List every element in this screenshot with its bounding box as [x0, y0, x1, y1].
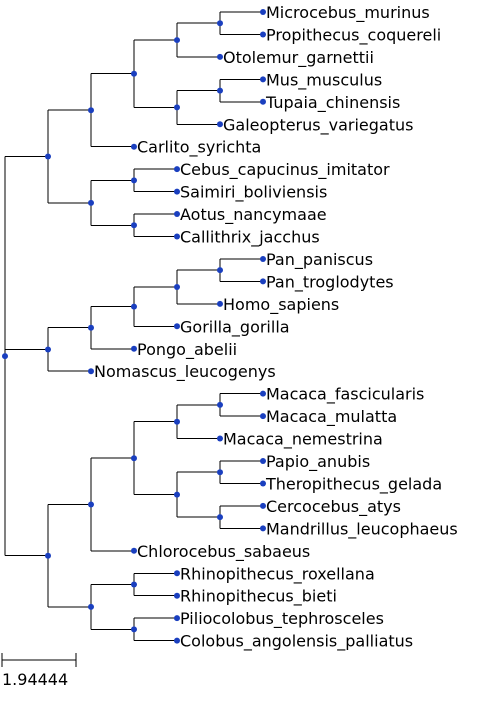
- leaf-node-marker: [174, 188, 180, 195]
- internal-node-marker: [88, 199, 94, 206]
- leaf-label: Gorilla_gorilla: [180, 317, 290, 337]
- leaf-label: Rhinopithecus_bieti: [180, 587, 337, 607]
- leaf-node-marker: [217, 121, 223, 128]
- leaf-node-marker: [260, 255, 266, 262]
- leaf-label: Microcebus_murinus: [266, 3, 430, 23]
- leaf-node-marker: [131, 143, 137, 150]
- leaf-label: Rhinopithecus_roxellana: [180, 564, 375, 584]
- leaf-label: Mus_musculus: [266, 70, 382, 90]
- internal-node-marker: [45, 153, 51, 160]
- leaf-label: Propithecus_coquereli: [266, 25, 441, 45]
- internal-node-marker: [217, 20, 223, 27]
- leaf-node-marker: [260, 31, 266, 38]
- leaf-node-marker: [174, 166, 180, 173]
- internal-node-marker: [88, 501, 94, 508]
- leaf-node-marker: [174, 323, 180, 330]
- leaf-node-marker: [260, 458, 266, 464]
- internal-node-marker: [131, 70, 137, 77]
- leaf-label: Saimiri_boliviensis: [180, 183, 327, 203]
- leaf-label: Mandrillus_leucophaeus: [266, 519, 458, 539]
- internal-node-marker: [217, 514, 223, 521]
- leaf-label: Carlito_syrichta: [137, 138, 261, 158]
- leaf-node-marker: [260, 9, 266, 15]
- leaf-label: Macaca_fascicularis: [266, 385, 424, 405]
- scale-bar-label: 1.94444: [2, 670, 68, 689]
- scale-bar: 1.94444: [1, 653, 77, 689]
- leaf-label: Pan_troglodytes: [266, 272, 394, 292]
- leaf-label: Cebus_capucinus_imitator: [180, 160, 390, 180]
- internal-node-marker: [217, 267, 223, 274]
- leaf-node-marker: [174, 637, 180, 644]
- internal-node-marker: [131, 455, 137, 462]
- leaf-node-marker: [174, 211, 180, 218]
- internal-node-marker: [88, 324, 94, 331]
- leaf-node-marker: [174, 233, 180, 240]
- leaf-label: Pongo_abelii: [137, 340, 237, 360]
- leaf-label: Macaca_nemestrina: [223, 430, 383, 450]
- internal-node-marker: [174, 284, 180, 291]
- leaf-label: Tupaia_chinensis: [265, 93, 400, 113]
- leaf-node-marker: [260, 502, 266, 509]
- leaf-node-marker: [260, 76, 266, 83]
- leaf-label: Otolemur_garnettii: [223, 48, 374, 68]
- internal-node-marker: [131, 626, 137, 633]
- internal-node-marker: [217, 87, 223, 94]
- internal-node-marker: [88, 603, 94, 610]
- leaf-node-marker: [260, 390, 266, 397]
- leaf-label: Aotus_nancymaae: [180, 205, 327, 225]
- internal-node-marker: [131, 177, 137, 184]
- internal-node-marker: [174, 418, 180, 425]
- leaf-node-marker: [217, 300, 223, 307]
- internal-node-marker: [174, 37, 180, 44]
- tree-nodes: [2, 9, 266, 644]
- leaf-label: Chlorocebus_sabaeus: [137, 542, 310, 562]
- leaf-label: Papio_anubis: [266, 452, 370, 472]
- internal-node-marker: [131, 303, 137, 310]
- leaf-label: Piliocolobus_tephrosceles: [180, 609, 384, 629]
- internal-node-marker: [131, 581, 137, 588]
- leaf-node-marker: [260, 413, 266, 420]
- internal-node-marker: [45, 346, 51, 353]
- leaf-node-marker: [174, 615, 180, 622]
- leaf-label: Homo_sapiens: [223, 295, 339, 315]
- leaf-label: Nomascus_leucogenys: [94, 362, 276, 382]
- internal-node-marker: [131, 222, 137, 229]
- leaf-node-marker: [88, 368, 94, 375]
- leaf-node-marker: [217, 435, 223, 442]
- leaf-node-marker: [217, 53, 223, 60]
- leaf-node-marker: [174, 592, 180, 599]
- internal-node-marker: [2, 353, 8, 360]
- leaf-label: Callithrix_jacchus: [180, 228, 320, 248]
- internal-node-marker: [88, 107, 94, 114]
- leaf-label: Macaca_mulatta: [266, 407, 397, 427]
- leaf-label: Galeopterus_variegatus: [223, 115, 413, 135]
- internal-node-marker: [217, 401, 223, 408]
- leaf-label: Pan_paniscus: [266, 250, 373, 270]
- internal-node-marker: [45, 552, 51, 559]
- leaf-node-marker: [260, 525, 266, 532]
- leaf-node-marker: [131, 547, 137, 554]
- leaf-label: Theropithecus_gelada: [265, 474, 442, 494]
- leaf-label: Cercocebus_atys: [266, 497, 401, 517]
- internal-node-marker: [217, 469, 223, 476]
- leaf-label: Colobus_angolensis_palliatus: [180, 632, 413, 652]
- leaf-node-marker: [131, 345, 137, 352]
- leaf-node-marker: [260, 480, 266, 487]
- leaf-node-marker: [260, 98, 266, 105]
- leaf-node-marker: [174, 570, 180, 577]
- internal-node-marker: [174, 104, 180, 111]
- leaf-node-marker: [260, 278, 266, 285]
- tree-branches: [4, 11, 263, 642]
- internal-node-marker: [174, 491, 180, 498]
